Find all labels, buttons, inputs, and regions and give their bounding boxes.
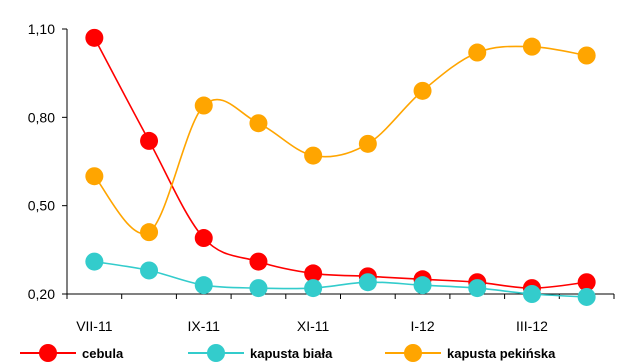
data-point-1-3 — [249, 279, 268, 298]
y-tick-label: 0,20 — [28, 286, 55, 302]
y-tick-label: 0,80 — [28, 109, 55, 125]
data-point-1-7 — [468, 279, 487, 298]
x-tick-label: XI-11 — [297, 318, 330, 334]
data-point-0-3 — [249, 252, 268, 271]
data-point-2-8 — [522, 37, 541, 56]
legend-marker-2 — [404, 344, 422, 362]
series-line-2 — [93, 45, 587, 235]
x-axis-ticks: VII-11 IX-11 XI-11 I-12 III-12 — [66, 294, 615, 334]
y-axis-ticks: 0,20 0,50 0,80 1,10 — [28, 21, 67, 302]
chart-axes — [66, 29, 614, 295]
x-tick-label: IX-11 — [188, 318, 221, 334]
data-point-1-2 — [194, 276, 213, 295]
x-tick-label: VII-11 — [76, 318, 113, 334]
series-lines — [93, 37, 587, 298]
x-tick-label: I-12 — [410, 318, 434, 334]
data-point-1-8 — [522, 285, 541, 303]
y-tick-label: 1,10 — [28, 21, 55, 37]
data-point-2-6 — [413, 81, 432, 100]
x-tick-label: III-12 — [516, 318, 548, 334]
data-point-1-6 — [413, 276, 432, 295]
data-point-0-1 — [140, 131, 159, 150]
data-point-1-1 — [140, 261, 159, 280]
data-point-0-9 — [577, 273, 596, 292]
legend-label-2: kapusta pekińska — [447, 346, 556, 361]
series-line-1 — [94, 260, 587, 298]
data-point-1-4 — [304, 279, 323, 298]
data-point-2-4 — [304, 146, 323, 165]
legend: cebula kapusta biała kapusta pekińska — [20, 344, 556, 362]
data-point-2-1 — [140, 223, 159, 242]
y-tick-label: 0,50 — [28, 198, 55, 214]
data-point-2-2 — [194, 96, 213, 115]
data-point-1-9 — [577, 287, 596, 306]
data-point-2-9 — [577, 46, 596, 65]
data-point-0-4 — [304, 264, 323, 283]
data-point-0-0 — [85, 28, 104, 47]
series-points — [85, 28, 596, 306]
legend-label-1: kapusta biała — [250, 346, 333, 361]
data-point-2-5 — [358, 134, 377, 153]
data-point-2-7 — [468, 43, 487, 62]
legend-marker-0 — [39, 344, 57, 362]
series-line-0 — [93, 37, 587, 289]
data-point-0-2 — [194, 229, 213, 248]
data-point-1-0 — [85, 252, 104, 271]
data-point-1-5 — [358, 273, 377, 292]
legend-label-0: cebula — [82, 346, 124, 361]
legend-marker-1 — [207, 344, 225, 362]
data-point-2-0 — [85, 167, 104, 186]
data-point-2-3 — [249, 114, 268, 133]
